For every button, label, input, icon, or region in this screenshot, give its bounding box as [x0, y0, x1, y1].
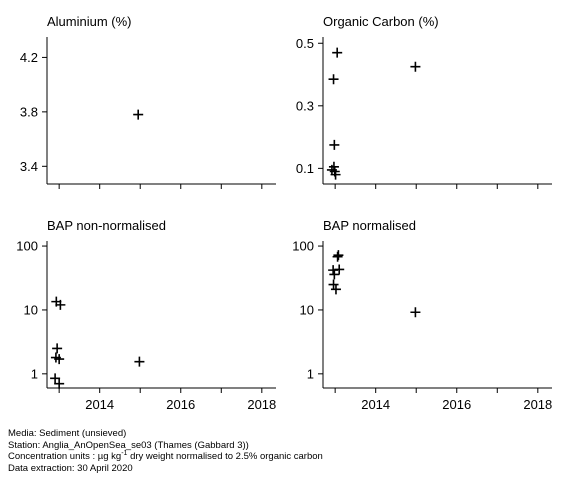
chart-footer: Media: Sediment (unsieved) Station: Angl… — [8, 428, 323, 474]
data-point — [50, 373, 61, 384]
footer-units: Concentration units : µg kg-1 dry weight… — [8, 449, 323, 463]
data-point — [329, 139, 340, 150]
data-point — [330, 169, 341, 180]
y-tick-label: 1 — [31, 366, 38, 381]
data-point — [328, 74, 339, 85]
y-tick-label: 0.3 — [296, 98, 314, 113]
footer-units-prefix: Concentration units : µg kg — [8, 451, 122, 462]
panel-2: Organic Carbon (%) 0.1 0.3 0.5 — [296, 14, 552, 189]
footer-media: Media: Sediment (unsieved) — [8, 428, 127, 439]
footer-units-suffix: dry weight normalised to 2.5% organic ca… — [127, 451, 323, 462]
x-tick-label: 2018 — [523, 397, 552, 412]
y-tick-label: 3.8 — [20, 104, 38, 119]
data-point — [329, 269, 340, 280]
data-point — [133, 109, 144, 120]
footer-station: Station: Anglia_AnOpenSea_se03 (Thames (… — [8, 439, 249, 451]
x-tick-label: 2014 — [361, 397, 390, 412]
data-point — [328, 279, 339, 290]
data-point — [332, 47, 343, 58]
y-tick-label: 100 — [292, 239, 314, 254]
x-tick-label: 2016 — [442, 397, 471, 412]
chart-area: Aluminium (%) 3.4 3.8 4.2 Organic Carbon (%)… — [16, 14, 552, 412]
data-point — [134, 356, 145, 367]
panel-3: BAP non-normalised 1 10 100 2014 2016 2018 — [16, 218, 276, 412]
x-tick-label: 2016 — [166, 397, 195, 412]
y-tick-label: 100 — [16, 239, 38, 254]
x-tick-label: 2014 — [85, 397, 114, 412]
y-tick-label: 0.5 — [296, 36, 314, 51]
panel-1: Aluminium (%) 3.4 3.8 4.2 — [20, 14, 276, 189]
y-tick-label: 3.4 — [20, 159, 38, 174]
data-point — [52, 343, 63, 354]
data-point — [54, 378, 65, 389]
y-tick-label: 4.2 — [20, 50, 38, 65]
data-point — [54, 354, 65, 365]
data-point — [410, 307, 421, 318]
footer-extraction: Data extraction: 30 April 2020 — [8, 462, 133, 474]
panel-4: BAP normalised 1 10 100 2014 2016 2018 — [292, 218, 552, 412]
data-point — [332, 251, 343, 262]
x-tick-label: 2018 — [247, 397, 276, 412]
y-tick-label: 1 — [307, 366, 314, 381]
y-tick-label: 10 — [300, 302, 314, 317]
y-tick-label: 0.1 — [296, 161, 314, 176]
panel-title: Aluminium (%) — [47, 14, 132, 29]
data-point — [330, 284, 341, 295]
panel-title: BAP normalised — [323, 218, 416, 233]
panel-title: BAP non-normalised — [47, 218, 166, 233]
footer-units-superscript: -1 — [121, 449, 128, 457]
data-point — [410, 61, 421, 72]
data-point — [334, 264, 345, 275]
panel-title: Organic Carbon (%) — [323, 14, 439, 29]
data-point — [333, 250, 344, 261]
y-tick-label: 10 — [24, 302, 38, 317]
data-point — [55, 299, 66, 310]
